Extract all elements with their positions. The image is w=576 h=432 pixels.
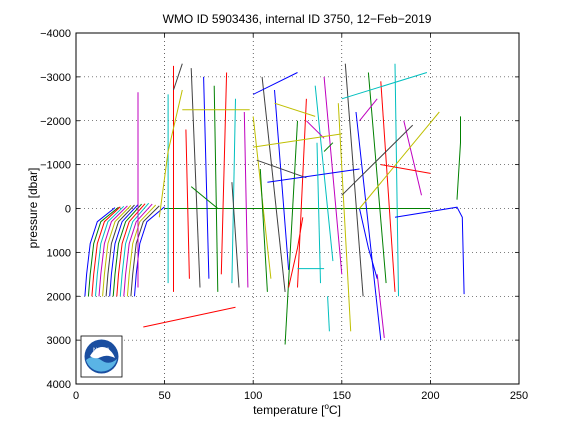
profile-line [134, 206, 165, 297]
profile-line [284, 120, 298, 345]
y-tick-label: 0 [65, 204, 71, 216]
profile-line [341, 72, 428, 100]
plot-area: 0 50 100 150 200 250 −4000 −3000 −2000 −1000 0 100… [40, 28, 528, 402]
profile-line [158, 89, 183, 218]
profile-line [84, 207, 116, 297]
profile-line [327, 296, 330, 332]
y-tick-label: 4000 [47, 379, 71, 391]
profile-line [95, 205, 125, 297]
profile-line [231, 182, 240, 288]
profile-line [259, 168, 268, 292]
profile-line [316, 142, 321, 284]
profile-line [143, 306, 236, 328]
y-tick-label: 1000 [47, 247, 71, 259]
profile-line [190, 186, 219, 209]
profile-line [403, 120, 422, 196]
profile-line [359, 208, 378, 279]
profile-line [116, 203, 146, 297]
profile-line [190, 68, 201, 288]
y-tick-label: −1000 [40, 160, 71, 172]
profile-line [359, 111, 440, 209]
profile-line [256, 159, 307, 179]
profile-line [323, 76, 343, 275]
profile-line [394, 63, 399, 297]
profile-line [380, 164, 431, 174]
profile-line [213, 85, 219, 292]
y-axis-label: pressure [dbar] [26, 168, 40, 249]
noaa-logo: NOAA [80, 335, 123, 378]
profile-line [380, 81, 396, 292]
x-tick-label: 0 [73, 390, 79, 402]
x-tick-label: 150 [333, 390, 351, 402]
profile-line [376, 274, 385, 338]
noaa-logo-text: NOAA [93, 348, 110, 354]
profile-line [456, 116, 461, 200]
profile-line [323, 142, 334, 152]
profile-line [220, 72, 228, 275]
profile-line [126, 204, 157, 297]
x-axis: 0 50 100 150 200 250 [73, 33, 528, 402]
profile-line [112, 203, 142, 297]
profile-line [394, 206, 465, 295]
y-tick-label: 2000 [47, 291, 71, 303]
profile-line [102, 205, 132, 297]
profile-line [98, 205, 128, 297]
x-tick-label: 250 [510, 390, 528, 402]
chart-title: WMO ID 5903436, internal ID 3750, 12−Feb… [163, 12, 432, 26]
profile-line [267, 168, 360, 183]
profile-line [314, 85, 334, 262]
x-tick-label: 100 [244, 390, 262, 402]
profile-line [87, 206, 119, 297]
profile-line [359, 98, 378, 122]
profile-line [123, 203, 153, 297]
profile-line [91, 206, 121, 297]
profile-line [243, 111, 249, 288]
profile-line [109, 204, 139, 297]
y-tick-label: −4000 [40, 28, 71, 40]
x-tick-label: 200 [421, 390, 439, 402]
profile-line [203, 76, 210, 279]
profile-line [253, 133, 342, 148]
profile-line [297, 98, 307, 288]
profile-line [130, 205, 160, 297]
profile-line [261, 76, 286, 292]
y-tick-label: −3000 [40, 72, 71, 84]
profile-line [252, 72, 298, 95]
profile-line [105, 204, 135, 297]
profile-line [306, 120, 325, 139]
profile-line [367, 72, 387, 284]
profile-line [288, 217, 304, 288]
profile-line [274, 102, 316, 117]
profile-line [231, 98, 236, 284]
y-tick-label: 3000 [47, 335, 71, 347]
y-tick-label: −2000 [40, 116, 71, 128]
profile-line [337, 103, 352, 332]
data-series [84, 63, 465, 345]
profile-line [185, 129, 190, 279]
grid [76, 33, 519, 384]
profile-line [344, 63, 364, 297]
profile-line [355, 111, 382, 341]
profile-line [341, 124, 414, 196]
profile-line [173, 63, 183, 91]
y-axis: −4000 −3000 −2000 −1000 0 1000 2000 3000 4000 [40, 28, 519, 391]
x-axis-label: temperature [oC] [253, 402, 341, 417]
x-tick-label: 50 [158, 390, 170, 402]
